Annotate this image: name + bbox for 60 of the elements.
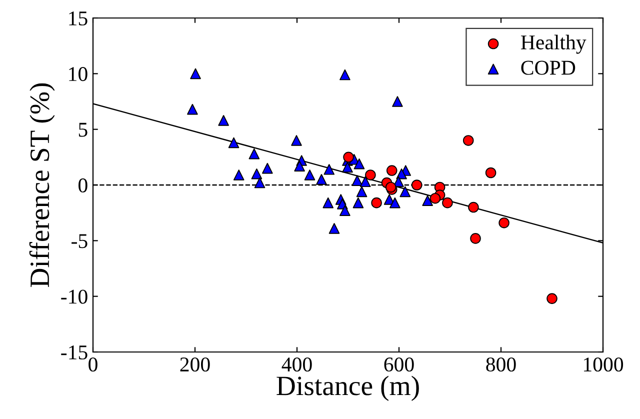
x-tick-label: 800 (486, 357, 516, 372)
x-tick-label: 600 (384, 357, 414, 372)
point (360, 176, 371, 188)
point (322, 197, 334, 208)
point (342, 162, 353, 173)
x-tick-label: 200 (180, 357, 210, 372)
point (328, 223, 340, 234)
point (352, 197, 364, 208)
point (291, 135, 302, 146)
point (324, 164, 335, 175)
point (304, 170, 316, 180)
point (468, 202, 479, 213)
y-tick-label: -10 (61, 290, 88, 304)
point (262, 162, 273, 174)
point (392, 96, 403, 107)
point (254, 177, 266, 188)
point (218, 115, 229, 126)
point (294, 160, 305, 172)
point (340, 69, 350, 80)
point (485, 167, 496, 178)
point (316, 174, 327, 185)
point (371, 197, 382, 208)
point (365, 170, 376, 180)
point (546, 293, 558, 304)
point (430, 192, 441, 204)
point (340, 205, 350, 216)
x-tick-label: 1000 (584, 357, 624, 372)
point (411, 180, 422, 190)
point (393, 176, 404, 188)
point (190, 68, 201, 80)
x-tick-label: 400 (282, 357, 312, 372)
point (442, 197, 453, 208)
point (354, 158, 365, 170)
point (390, 197, 400, 208)
x-axis-title: Distance (m) (276, 376, 419, 401)
point (233, 170, 244, 180)
point (385, 182, 396, 193)
point (498, 217, 510, 228)
legend-label: COPD (521, 60, 576, 75)
legend-label: Healthy (520, 34, 586, 54)
y-tick-label: 5 (78, 122, 88, 137)
point (352, 175, 363, 186)
y-tick-label: -5 (72, 234, 88, 248)
x-tick-label: 0 (88, 357, 98, 372)
y-tick-label: -15 (61, 345, 88, 360)
y-axis-title: Difference ST (%) (29, 83, 55, 288)
point (356, 186, 368, 198)
y-tick-label: 15 (69, 11, 88, 26)
point (187, 104, 198, 115)
point (343, 152, 354, 163)
point (248, 148, 260, 160)
y-tick-label: 10 (69, 67, 88, 82)
point (386, 165, 398, 176)
y-tick-label: 0 (78, 178, 88, 192)
point (400, 186, 411, 198)
point (462, 135, 474, 146)
point (422, 195, 433, 206)
point (228, 137, 240, 148)
point (470, 233, 481, 244)
point (251, 168, 262, 180)
